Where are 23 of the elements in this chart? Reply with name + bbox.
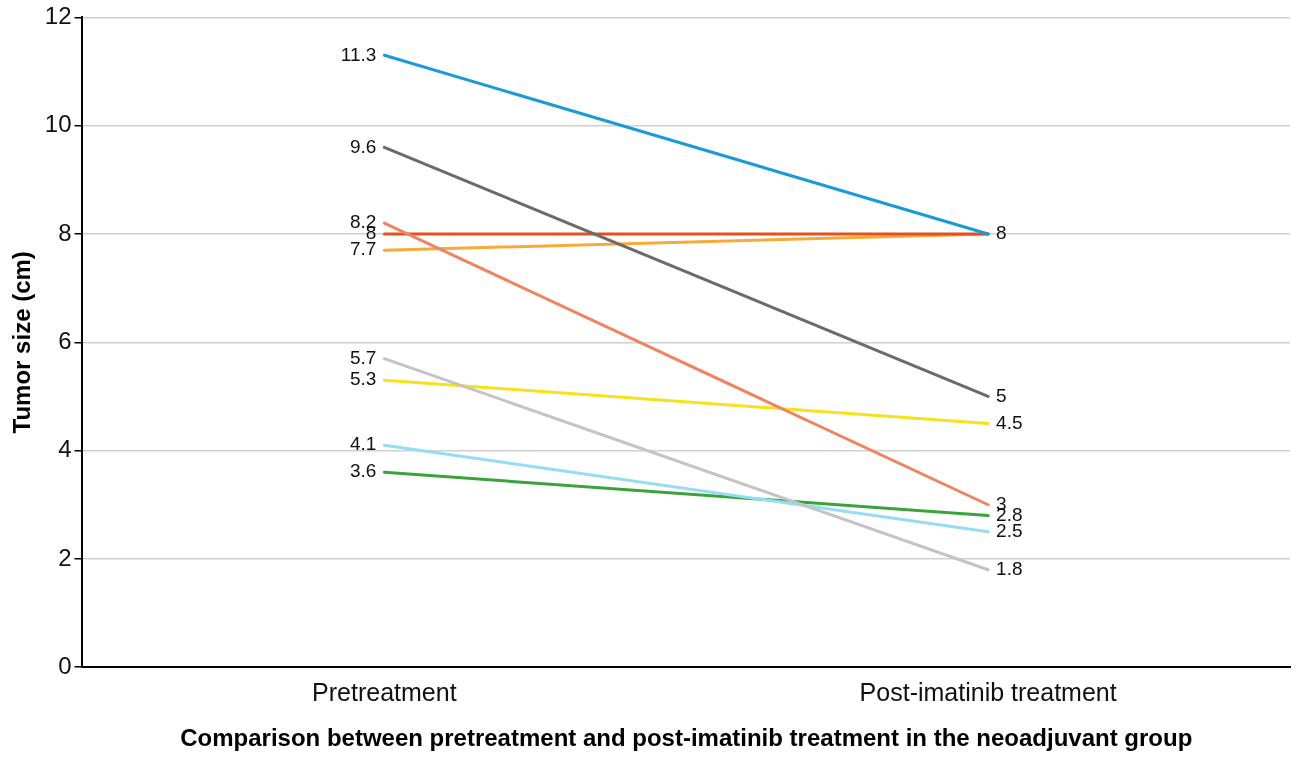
- data-label: 4.1: [349, 433, 377, 455]
- data-label: 2.5: [996, 520, 1023, 542]
- x-axis-title: Comparison between pretreatment and post-imatinib treatment in the neoadjuvant group: [180, 724, 1193, 752]
- data-label: 7.7: [349, 238, 377, 260]
- x-tick-label: Pretreatment: [312, 678, 457, 707]
- y-tick-label: 6: [58, 326, 72, 354]
- data-label: 9.6: [349, 135, 377, 157]
- data-label: 4.5: [996, 411, 1023, 433]
- data-label: 5: [996, 384, 1007, 406]
- y-tick-label: 0: [58, 651, 72, 679]
- x-tick-label: Post-imatinib treatment: [859, 678, 1117, 707]
- data-label: 11.3: [340, 43, 377, 65]
- data-label: 1.8: [996, 557, 1023, 579]
- y-tick-label: 10: [44, 110, 72, 138]
- y-tick-label: 2: [58, 543, 72, 571]
- y-tick-label: 4: [58, 435, 72, 463]
- y-tick-label: 12: [44, 2, 72, 30]
- y-tick-label: 8: [58, 218, 72, 246]
- data-label: 5.3: [349, 368, 377, 390]
- data-label: 8: [996, 222, 1007, 244]
- y-axis-title: Tumor size (cm): [8, 251, 36, 434]
- data-label: 5.7: [349, 346, 377, 368]
- data-label: 3.6: [349, 460, 377, 482]
